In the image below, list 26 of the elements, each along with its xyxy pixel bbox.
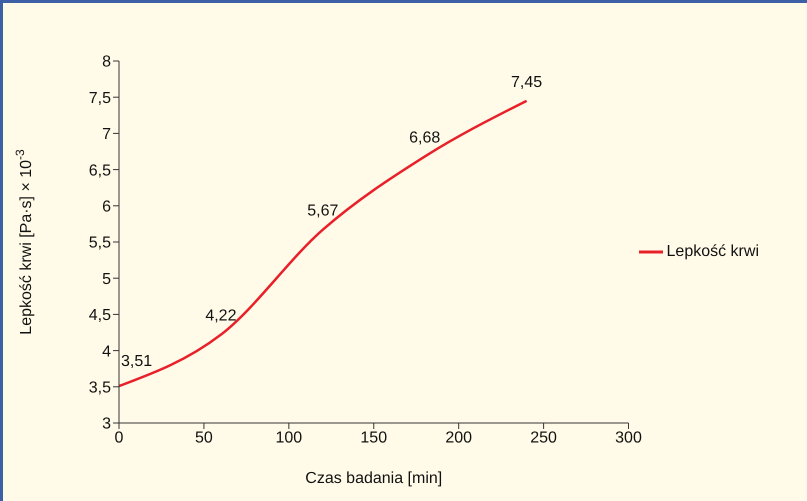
x-axis-title: Czas badania [min] (305, 470, 442, 487)
x-tick-label: 250 (530, 429, 558, 446)
y-tick-label: 5 (102, 270, 112, 288)
x-tick-label: 300 (615, 429, 642, 446)
data-label: 3,51 (121, 353, 152, 370)
line-series (119, 100, 528, 388)
x-tick-label: 0 (114, 429, 124, 446)
x-tick-label: 150 (360, 429, 388, 446)
data-label: 4,22 (205, 308, 237, 325)
y-tick-label: 3,5 (88, 379, 112, 396)
y-tick-label: 4,5 (88, 307, 112, 324)
y-tick-label: 4 (102, 343, 112, 360)
x-tick-label: 200 (445, 429, 472, 446)
y-tick-label: 7 (102, 126, 112, 144)
data-label: 7,45 (511, 74, 542, 91)
data-label: 6,68 (409, 130, 440, 147)
legend-label: Lepkość krwi (666, 243, 759, 260)
y-tick-label: 7,5 (88, 90, 112, 107)
y-tick-label: 8 (102, 54, 112, 71)
x-tick-label: 50 (195, 429, 213, 446)
y-tick-label: 6,5 (88, 162, 112, 180)
y-tick-label: 6 (102, 198, 112, 216)
y-tick-label: 3 (102, 416, 112, 433)
x-tick-label: 100 (275, 429, 302, 446)
y-tick-label: 5,5 (88, 234, 112, 252)
data-label: 5,67 (307, 202, 338, 220)
